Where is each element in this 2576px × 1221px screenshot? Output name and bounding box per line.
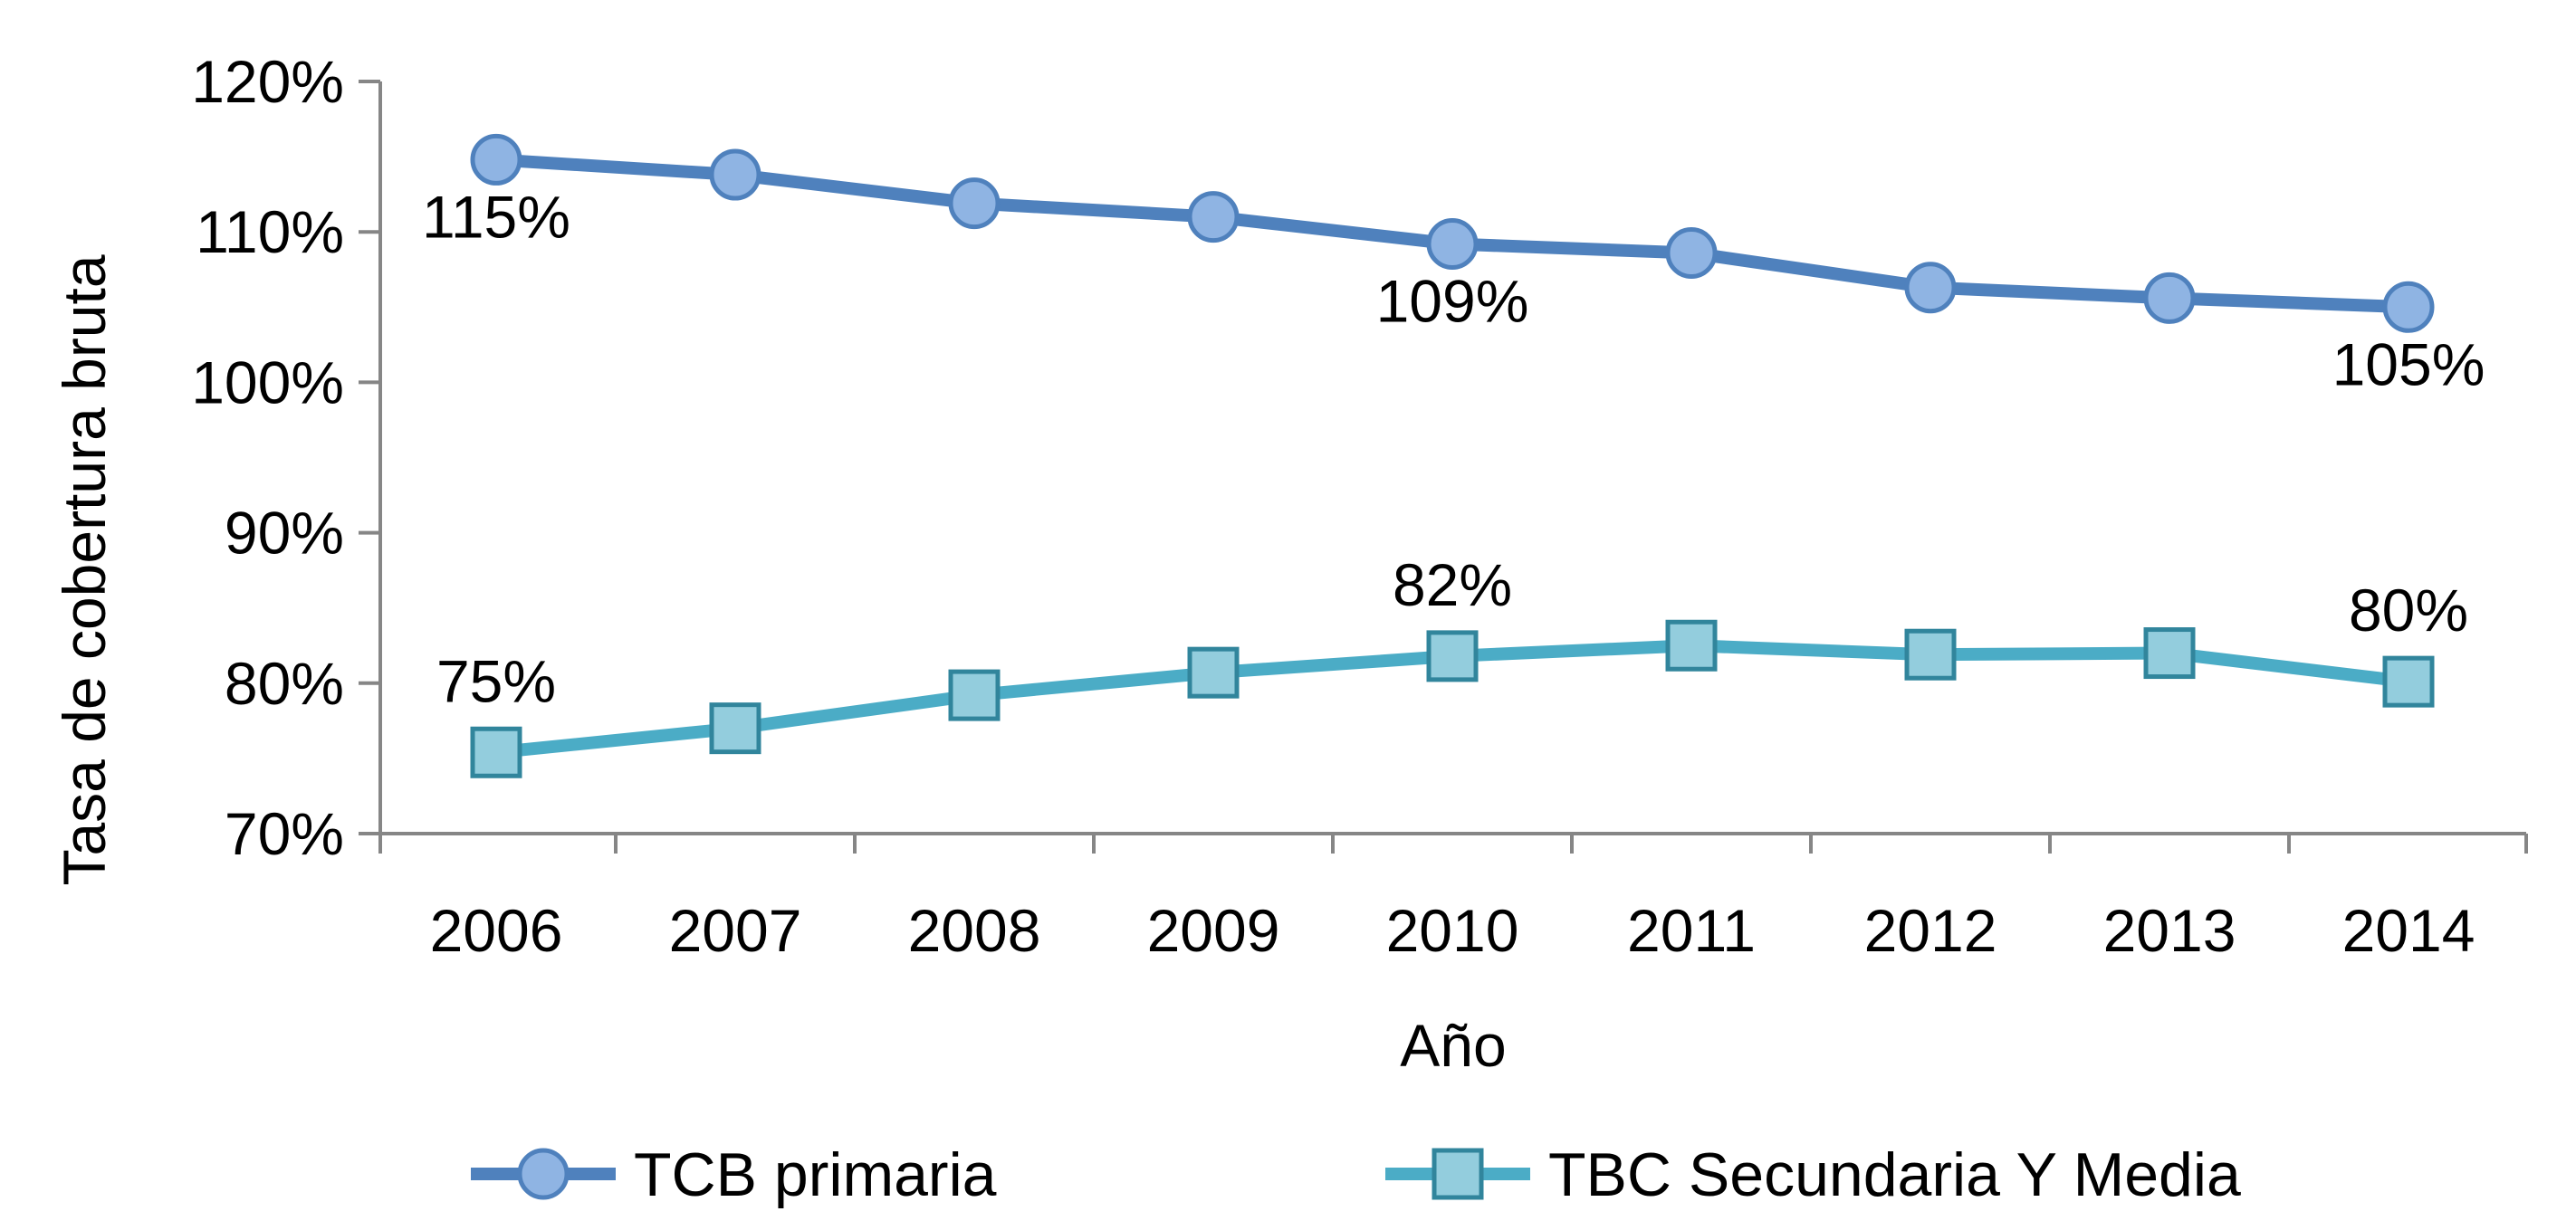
data-point-square	[1426, 630, 1479, 682]
x-tick-label: 2013	[2103, 897, 2236, 964]
data-point-square	[1665, 619, 1718, 672]
axes	[378, 81, 2526, 835]
data-point-circle	[470, 133, 522, 186]
data-label: 80%	[2349, 577, 2468, 644]
x-tick-label: 2011	[1627, 897, 1756, 964]
data-point-square	[1904, 628, 1957, 681]
y-tick-label: 120%	[191, 48, 344, 115]
data-point-square	[2143, 627, 2196, 680]
data-label: 115%	[422, 183, 570, 250]
legend-item-tbc-secundaria: TBC Secundaria Y Media	[1385, 1140, 2241, 1209]
x-axis-title: Año	[1400, 1012, 1506, 1079]
y-tick-label: 110%	[196, 198, 344, 265]
legend-item-tcb-primaria: TCB primaria	[471, 1140, 997, 1209]
x-tick-label: 2014	[2342, 897, 2475, 964]
data-label: 75%	[436, 647, 556, 714]
x-tick-label: 2010	[1386, 897, 1519, 964]
data-point-circle	[948, 177, 1001, 230]
legend-label-tcb-primaria: TCB primaria	[634, 1140, 997, 1209]
data-point-circle	[1904, 262, 1957, 314]
y-tick-label: 90%	[225, 500, 344, 567]
legend: TCB primaria TBC Secundaria Y Media	[471, 1140, 2241, 1209]
data-point-circle	[1665, 226, 1718, 279]
data-label: 109%	[1376, 267, 1529, 334]
legend-marker-square	[1432, 1148, 1484, 1200]
y-tick-label: 80%	[225, 650, 344, 717]
data-point-circle	[2382, 281, 2435, 333]
data-point-square	[470, 726, 522, 778]
series-layer	[470, 133, 2435, 778]
legend-marker-circle	[517, 1148, 570, 1200]
data-point-circle	[1187, 191, 1240, 243]
series-tbc-secundaria-y-media	[470, 619, 2435, 778]
y-tick-label: 100%	[191, 348, 344, 415]
data-point-circle	[1426, 217, 1479, 270]
x-tick-label: 2009	[1147, 897, 1280, 964]
y-axis-title: Tasa de cobertura bruta	[51, 254, 118, 885]
data-point-square	[948, 669, 1001, 721]
data-point-circle	[709, 148, 761, 201]
series-tcb-primaria	[470, 133, 2435, 333]
data-label: 105%	[2332, 330, 2485, 397]
y-ticks: 70% 80% 90% 100% 110% 120%	[191, 48, 380, 867]
x-tick-label: 2012	[1864, 897, 1997, 964]
data-labels: 115% 109% 105% 75% 82% 80%	[422, 183, 2485, 714]
data-point-circle	[2143, 272, 2196, 324]
data-point-square	[1187, 646, 1240, 699]
data-point-square	[709, 702, 761, 755]
data-label: 82%	[1393, 551, 1512, 618]
legend-label-tbc-secundaria: TBC Secundaria Y Media	[1548, 1140, 2241, 1209]
x-tick-label: 2008	[908, 897, 1041, 964]
y-tick-label: 70%	[225, 800, 344, 867]
x-tick-label: 2006	[430, 897, 563, 964]
x-tick-label: 2007	[669, 897, 802, 964]
data-point-square	[2382, 655, 2435, 708]
x-ticks: 2006 2007 2008 2009 2010 2011 2012 2013 2014	[378, 834, 2528, 964]
